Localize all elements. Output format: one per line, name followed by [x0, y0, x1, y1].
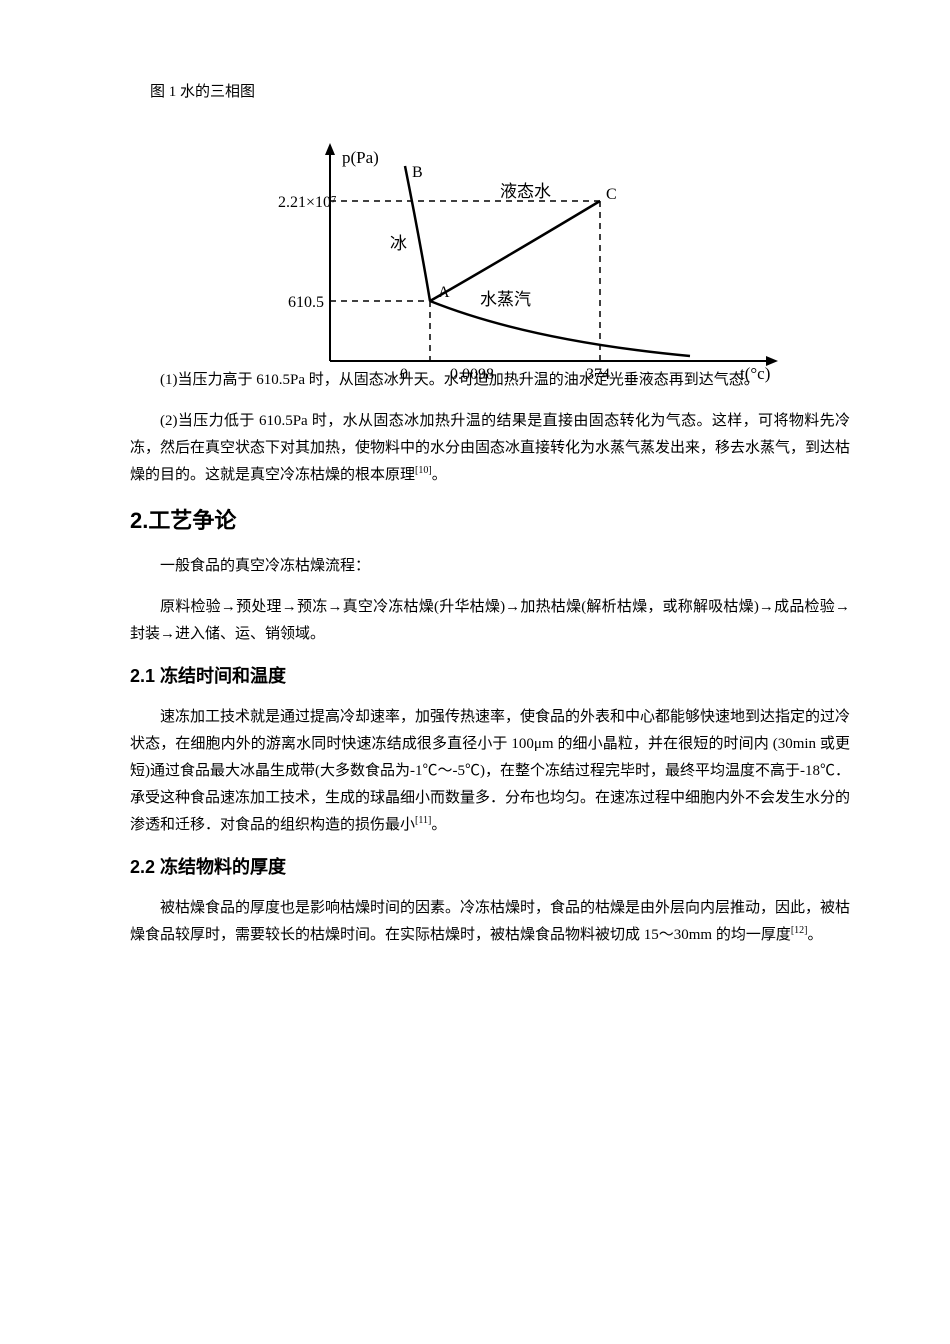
- x-axis-label: t(°c): [740, 364, 770, 383]
- point-b: B: [412, 164, 423, 181]
- para2-end: 。: [432, 467, 447, 483]
- heading-2-2: 2.2 冻结物料的厚度: [130, 853, 850, 879]
- point-a: A: [438, 284, 450, 301]
- para2-text: (2)当压力低于 610.5Pa 时，水从固态冰加热升温的结果是直接由固态转化为…: [130, 413, 850, 483]
- curve-a-down: [430, 301, 690, 356]
- curve-ac: [430, 201, 600, 301]
- para6-ref: [12]: [791, 925, 808, 936]
- curve-ab: [405, 166, 430, 301]
- y-axis-label: p(Pa): [342, 148, 379, 167]
- xtick-1: 0.0098: [450, 366, 494, 383]
- paragraph-5: 速冻加工技术就是通过提高冷却速率，加强传热速率，使食品的外表和中心都能够快速地到…: [130, 704, 850, 839]
- paragraph-4: 原料检验→预处理→预冻→真空冷冻枯燥(升华枯燥)→加热枯燥(解析枯燥，或称解吸枯…: [130, 594, 850, 648]
- paragraph-6: 被枯燥食品的厚度也是影响枯燥时间的因素。冷冻枯燥时，食品的枯燥是由外层向内层推动…: [130, 895, 850, 949]
- para5-ref: [11]: [415, 815, 431, 826]
- xtick-2: 374: [586, 366, 610, 383]
- para5-text: 速冻加工技术就是通过提高冷却速率，加强传热速率，使食品的外表和中心都能够快速地到…: [130, 709, 850, 833]
- phase-diagram-svg: p(Pa) 2.21×10⁷ 610.5 B C A 液态水 冰 水蒸汽 0 0…: [270, 131, 790, 391]
- paragraph-3: 一般食品的真空冷冻枯燥流程：: [130, 553, 850, 580]
- para6-end: 。: [808, 927, 823, 943]
- para2-ref: [10]: [415, 465, 432, 476]
- ytick-mid: 610.5: [288, 294, 324, 311]
- label-vapor: 水蒸汽: [480, 290, 531, 309]
- paragraph-2: (2)当压力低于 610.5Pa 时，水从固态冰加热升温的结果是直接由固态转化为…: [130, 408, 850, 489]
- figure-caption: 图 1 水的三相图: [150, 80, 850, 101]
- label-liquid: 液态水: [500, 182, 551, 201]
- label-ice: 冰: [390, 234, 407, 253]
- para5-end: 。: [431, 817, 446, 833]
- phase-diagram-container: p(Pa) 2.21×10⁷ 610.5 B C A 液态水 冰 水蒸汽 0 0…: [130, 131, 850, 391]
- ytick-top: 2.21×10⁷: [278, 194, 337, 211]
- point-c: C: [606, 186, 617, 203]
- heading-2-1: 2.1 冻结时间和温度: [130, 662, 850, 688]
- y-axis-arrow: [325, 143, 335, 155]
- xtick-0: 0: [400, 366, 408, 383]
- para6-text: 被枯燥食品的厚度也是影响枯燥时间的因素。冷冻枯燥时，食品的枯燥是由外层向内层推动…: [130, 900, 850, 943]
- heading-2: 2.工艺争论: [130, 503, 850, 535]
